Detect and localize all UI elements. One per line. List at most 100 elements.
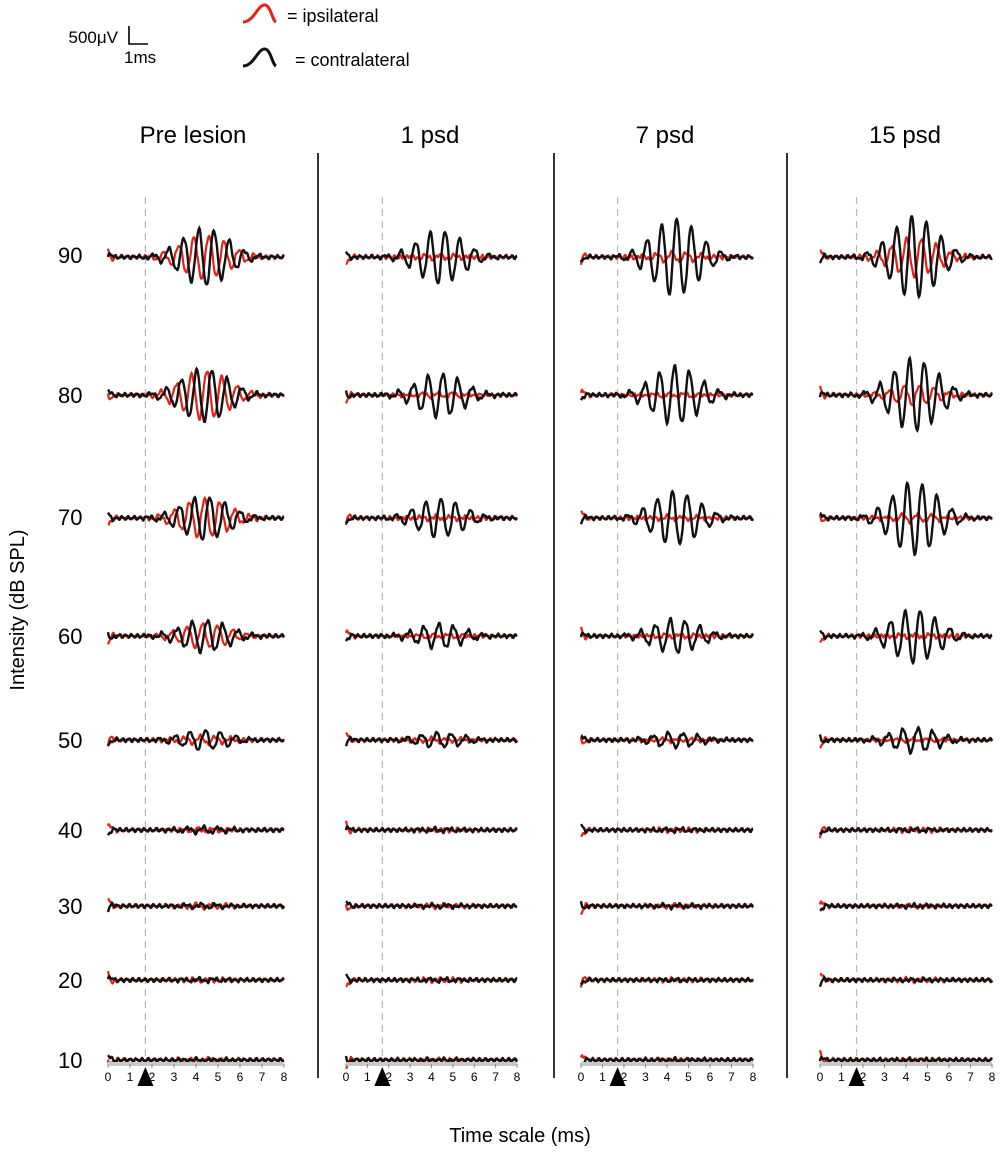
contralateral-trace-40db [344,825,518,835]
x-tick-label: 8 [750,1070,757,1084]
legend-ipsilateral-swatch [242,3,278,24]
x-tick-label: 3 [171,1070,178,1084]
contralateral-trace-50db [580,730,754,750]
x-tick-label: 0 [578,1070,585,1084]
x-tick-label: 1 [599,1070,606,1084]
latency-marker-arrow [848,1067,865,1086]
x-tick-label: 1 [364,1070,371,1084]
x-tick-label: 6 [237,1070,244,1084]
x-tick-label: 2 [621,1070,628,1084]
contralateral-trace-80db [818,355,994,433]
scale-bar-time-label: 1ms [124,48,156,67]
contralateral-trace-40db [818,826,993,835]
y-axis-tick-labels: 90 80 70 60 50 40 30 20 10 [58,243,82,1073]
contralateral-trace-10db [344,1055,519,1065]
contralateral-trace-70db [344,498,518,539]
y-axis-title: Intensity (dB SPL) [7,529,29,690]
latency-marker-arrow [374,1067,391,1086]
contralateral-trace-50db [818,725,994,756]
contralateral-trace-70db [579,489,755,546]
x-tick-label: 3 [642,1070,649,1084]
x-tick-label: 0 [817,1070,824,1084]
y-tick-label: 40 [58,818,82,843]
y-tick-label: 70 [58,505,82,530]
x-tick-label: 4 [903,1070,910,1084]
x-tick-label: 8 [514,1070,521,1084]
x-tick-label: 0 [343,1070,350,1084]
x-tick-label: 4 [193,1070,200,1084]
contralateral-trace-90db [106,225,285,286]
contralateral-trace-20db [106,974,285,985]
contralateral-trace-90db [818,215,993,300]
x-tick-label: 1 [127,1070,134,1084]
contralateral-trace-40db [580,823,754,835]
contralateral-trace-50db [344,730,519,749]
x-tick-label: 7 [728,1070,735,1084]
contralateral-trace-40db [106,823,285,836]
latency-marker-arrow [137,1067,154,1086]
x-tick-label: 7 [967,1070,974,1084]
x-tick-label: 6 [946,1070,953,1084]
y-tick-label: 60 [58,624,82,649]
scale-bar-lines [128,26,148,45]
panel-title: 7 psd [636,122,695,149]
x-tick-label: 2 [149,1070,156,1084]
x-tick-label: 4 [428,1070,435,1084]
contralateral-trace-50db [107,729,285,751]
contralateral-trace-20db [818,975,994,988]
contralateral-trace-30db [106,901,286,913]
legend: = ipsilateral = contralateral [242,3,410,70]
legend-contralateral-swatch [242,47,278,68]
contralateral-trace-80db [344,372,519,421]
x-tick-label: 1 [838,1070,845,1084]
x-tick-label: 7 [492,1070,499,1084]
panel-pre-lesion: Pre lesion 0 1 2 3 4 5 6 7 8 [105,122,288,1086]
x-tick-label: 5 [215,1070,222,1084]
x-axis-title: Time scale (ms) [449,1125,590,1147]
contralateral-trace-90db [344,229,518,285]
contralateral-trace-10db [818,1055,993,1064]
x-tick-label: 6 [707,1070,714,1084]
x-tick-label: 4 [664,1070,671,1084]
x-tick-label: 8 [281,1070,288,1084]
x-tick-label: 8 [989,1070,996,1084]
contralateral-trace-20db [579,976,754,986]
panel-title: Pre lesion [140,122,247,149]
contralateral-trace-80db [579,363,754,427]
scale-bar-amplitude-label: 500μV [69,28,119,47]
panel-title: 1 psd [401,122,460,149]
x-tick-label: 6 [471,1070,478,1084]
y-tick-label: 10 [58,1048,82,1073]
x-tick-label: 3 [407,1070,414,1084]
x-tick-label: 2 [860,1070,867,1084]
ipsilateral-trace-30db [107,897,285,912]
contralateral-trace-30db [345,900,517,911]
contralateral-trace-10db [107,1054,285,1065]
contralateral-trace-30db [579,900,755,912]
panel-title: 15 psd [869,122,941,149]
x-tick-label: 5 [450,1070,457,1084]
latency-marker-arrow [609,1067,626,1086]
contralateral-trace-80db [107,366,285,423]
contralateral-trace-60db [579,616,754,655]
contralateral-trace-60db [819,608,993,666]
x-tick-label: 5 [924,1070,931,1084]
legend-contralateral-label: = contralateral [295,50,410,70]
x-tick-label: 3 [881,1070,888,1084]
contralateral-trace-60db [344,621,518,651]
scale-bar: 500μV 1ms [69,26,156,67]
x-tick-label: 7 [259,1070,266,1084]
contralateral-trace-70db [106,495,285,541]
contralateral-trace-20db [344,973,518,985]
panel-separators [317,153,788,1078]
contralateral-trace-30db [819,901,993,912]
x-tick-label: 2 [385,1070,392,1084]
contralateral-trace-70db [819,481,993,557]
y-tick-label: 30 [58,894,82,919]
y-tick-label: 80 [58,383,82,408]
y-tick-label: 90 [58,243,82,268]
